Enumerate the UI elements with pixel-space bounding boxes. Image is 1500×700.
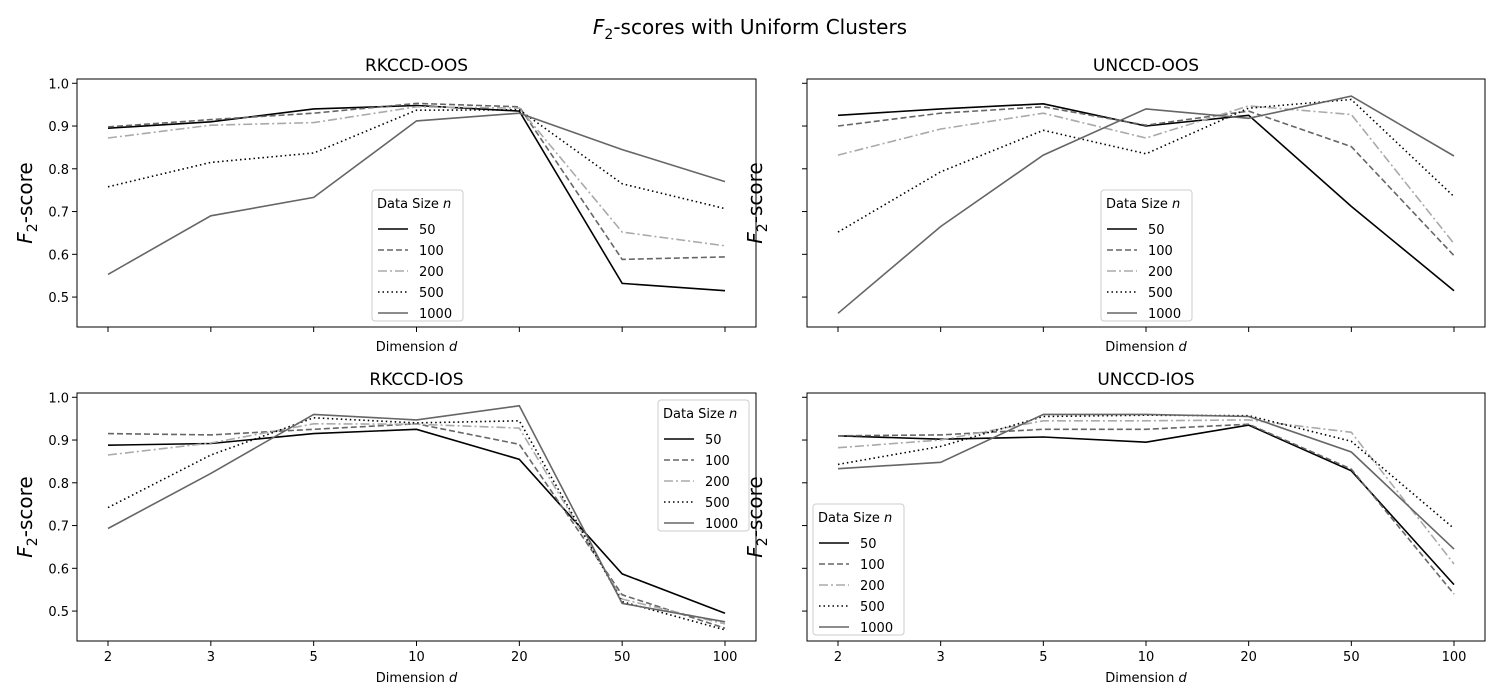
- legend-title: Data Size n: [1106, 197, 1180, 212]
- chart-title: RKCCD-IOS: [369, 370, 463, 390]
- y-tick-label: 0.9: [48, 120, 69, 135]
- legend-title: Data Size n: [663, 407, 737, 422]
- x-tick-label: 10: [1138, 650, 1155, 665]
- legend-label-100: 100: [705, 454, 730, 469]
- legend-label-50: 50: [705, 433, 722, 448]
- chart-panel-2: UNCCD-OOS Dimension d F2-score Data Size n 5…: [743, 56, 1486, 355]
- series-line-500: [107, 108, 726, 210]
- y-tick-label: 0.8: [48, 163, 69, 178]
- legend-label-100: 100: [419, 244, 444, 259]
- series-line-50: [107, 428, 726, 614]
- plot-frame: [806, 392, 1486, 642]
- chart-title: RKCCD-OOS: [365, 56, 468, 76]
- legend: Data Size n 50 100 200 500 1000: [657, 399, 750, 532]
- series-line-200: [107, 422, 726, 625]
- legend-label-1000: 1000: [1148, 307, 1181, 322]
- plot-frame: [76, 392, 757, 642]
- series-line-500: [837, 414, 1455, 530]
- legend: Data Size n 50 100 200 500 1000: [812, 503, 905, 636]
- legend-label-50: 50: [860, 537, 877, 552]
- legend-label-50: 50: [1148, 223, 1165, 238]
- x-tick-label: 3: [207, 650, 215, 665]
- series-line-1000: [837, 95, 1455, 314]
- y-tick-label: 0.6: [48, 248, 69, 263]
- legend-label-500: 500: [419, 286, 444, 301]
- x-tick-label: 2: [834, 650, 842, 665]
- y-axis-label: F2-score: [743, 476, 771, 557]
- y-tick-label: 0.7: [48, 206, 69, 221]
- y-tick-label: 0.6: [48, 562, 69, 577]
- legend-label-500: 500: [705, 496, 730, 511]
- series-line-100: [107, 102, 726, 261]
- series-line-500: [837, 98, 1455, 233]
- figure-title: F2-scores with Uniform Clusters: [593, 15, 907, 43]
- series-line-100: [107, 422, 726, 629]
- x-tick-label: 50: [1343, 650, 1360, 665]
- y-tick-label: 0.8: [48, 477, 69, 492]
- legend-label-200: 200: [419, 265, 444, 280]
- series-line-200: [837, 105, 1455, 245]
- legend: Data Size n 50 100 200 500 1000: [371, 189, 464, 322]
- series-line-100: [837, 105, 1455, 257]
- y-tick-label: 0.5: [48, 291, 69, 306]
- x-tick-label: 20: [511, 650, 528, 665]
- x-tick-label: 50: [614, 650, 631, 665]
- legend-frame: [1100, 189, 1193, 322]
- chart-title: UNCCD-OOS: [1093, 56, 1199, 76]
- y-tick-label: 1.0: [48, 391, 69, 406]
- y-axis-label: F2-score: [743, 162, 771, 243]
- series-line-1000: [107, 112, 726, 276]
- legend-frame: [657, 399, 750, 532]
- legend-label-500: 500: [860, 600, 885, 615]
- series-line-200: [107, 105, 726, 247]
- x-axis-label: Dimension d: [1105, 671, 1187, 686]
- x-tick-label: 3: [937, 650, 945, 665]
- series-line-200: [837, 419, 1455, 565]
- x-axis-label: Dimension d: [376, 340, 458, 355]
- legend-label-50: 50: [419, 223, 436, 238]
- legend-label-100: 100: [1148, 244, 1173, 259]
- legend-title: Data Size n: [818, 511, 892, 526]
- series-line-100: [837, 423, 1455, 595]
- y-axis-label: F2-score: [13, 162, 41, 243]
- x-axis-label: Dimension d: [1105, 340, 1187, 355]
- x-axis-label: Dimension d: [376, 671, 458, 686]
- legend: Data Size n 50 100 200 500 1000: [1100, 189, 1193, 322]
- x-tick-label: 5: [310, 650, 318, 665]
- legend-label-1000: 1000: [860, 621, 893, 636]
- x-tick-label: 2: [104, 650, 112, 665]
- series-line-50: [837, 424, 1455, 586]
- legend-frame: [371, 189, 464, 322]
- figure-title-rest: -scores with Uniform Clusters: [613, 15, 907, 39]
- chart-panel-3: RKCCD-IOS 2 3 5 10 20 50 100 0.5 0.6 0.7 0.8 0.9 1.0 D…: [13, 370, 757, 686]
- series-line-50: [107, 104, 726, 292]
- legend-label-200: 200: [1148, 265, 1173, 280]
- legend-title: Data Size n: [377, 197, 451, 212]
- x-tick-label: 20: [1240, 650, 1257, 665]
- y-tick-label: 0.7: [48, 520, 69, 535]
- chart-panel-4: UNCCD-IOS 2 3 5 10 20 50 100 Dimension d F2-score…: [743, 370, 1486, 686]
- legend-label-200: 200: [705, 475, 730, 490]
- chart-title: UNCCD-IOS: [1097, 370, 1194, 390]
- legend-label-500: 500: [1148, 286, 1173, 301]
- legend-frame: [812, 503, 905, 636]
- figure-title-f: F: [593, 15, 605, 39]
- series-line-1000: [837, 413, 1455, 550]
- x-tick-label: 10: [408, 650, 425, 665]
- y-tick-label: 0.9: [48, 434, 69, 449]
- series-line-1000: [107, 404, 726, 623]
- x-tick-label: 5: [1039, 650, 1047, 665]
- y-tick-label: 0.5: [48, 605, 69, 620]
- y-tick-label: 1.0: [48, 77, 69, 92]
- legend-label-200: 200: [860, 579, 885, 594]
- y-axis-label: F2-score: [13, 476, 41, 557]
- legend-label-1000: 1000: [705, 517, 738, 532]
- x-tick-label: 100: [1442, 650, 1467, 665]
- legend-label-100: 100: [860, 558, 885, 573]
- legend-label-1000: 1000: [419, 307, 452, 322]
- x-tick-label: 100: [713, 650, 738, 665]
- figure-title-sub: 2: [604, 27, 613, 43]
- chart-panel-1: RKCCD-OOS 0.5 0.6 0.7 0.8 0.9 1.0 Dimension d F2…: [13, 56, 757, 355]
